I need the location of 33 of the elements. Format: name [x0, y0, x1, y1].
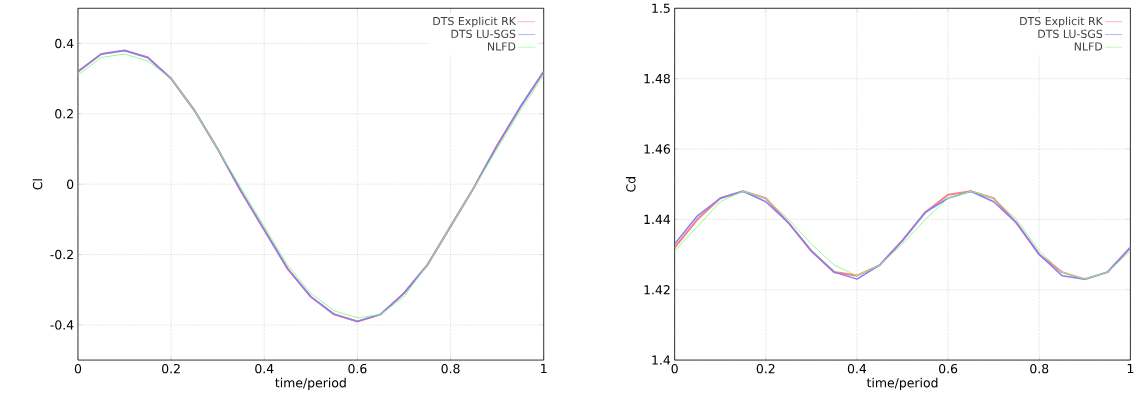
x-tick-label: 0	[74, 363, 82, 374]
y-axis-title: Cd	[625, 176, 636, 192]
y-tick-label: 1.44	[644, 214, 671, 224]
legend-label: DTS Explicit RK	[433, 16, 517, 28]
x-tick-label: 0.2	[756, 363, 775, 374]
legend-label: NLFD	[1074, 42, 1103, 51]
x-axis-title: time/period	[275, 377, 346, 390]
x-tick-label: 0.8	[441, 363, 460, 374]
legend-label: DTS Explicit RK	[1020, 16, 1103, 28]
y-tick-label: 0.2	[55, 109, 73, 119]
y-tick-label: 1.48	[644, 73, 670, 84]
x-tick-label: 0.2	[162, 363, 180, 374]
legend-label: DTS LU-SGS	[451, 29, 516, 38]
y-tick-label: -0.4	[50, 320, 74, 330]
x-tick-label: 0.6	[939, 363, 958, 374]
x-tick-label: 1	[541, 363, 547, 373]
y-tick-label: 1.46	[644, 144, 671, 154]
y-tick-label: 0.4	[55, 38, 74, 49]
y-tick-label: 1.5	[652, 3, 670, 13]
y-tick-label: 0	[67, 179, 74, 189]
y-axis-title: Cl	[32, 179, 43, 190]
legend-label: NLFD	[487, 42, 516, 51]
x-tick-label: 0.8	[1030, 363, 1049, 374]
legend-label: DTS LU-SGS	[1038, 29, 1103, 38]
x-tick-label: 0.4	[847, 363, 867, 374]
y-tick-label: 1.4	[652, 355, 671, 365]
y-tick-label: -0.2	[50, 249, 73, 260]
x-tick-label: 0.4	[255, 363, 274, 374]
x-tick-label: 0	[671, 363, 678, 374]
x-tick-label: 0.6	[348, 363, 367, 374]
x-tick-label: 1	[1127, 363, 1134, 373]
y-tick-label: 1.42	[644, 285, 670, 295]
x-axis-title: time/period	[866, 377, 938, 390]
